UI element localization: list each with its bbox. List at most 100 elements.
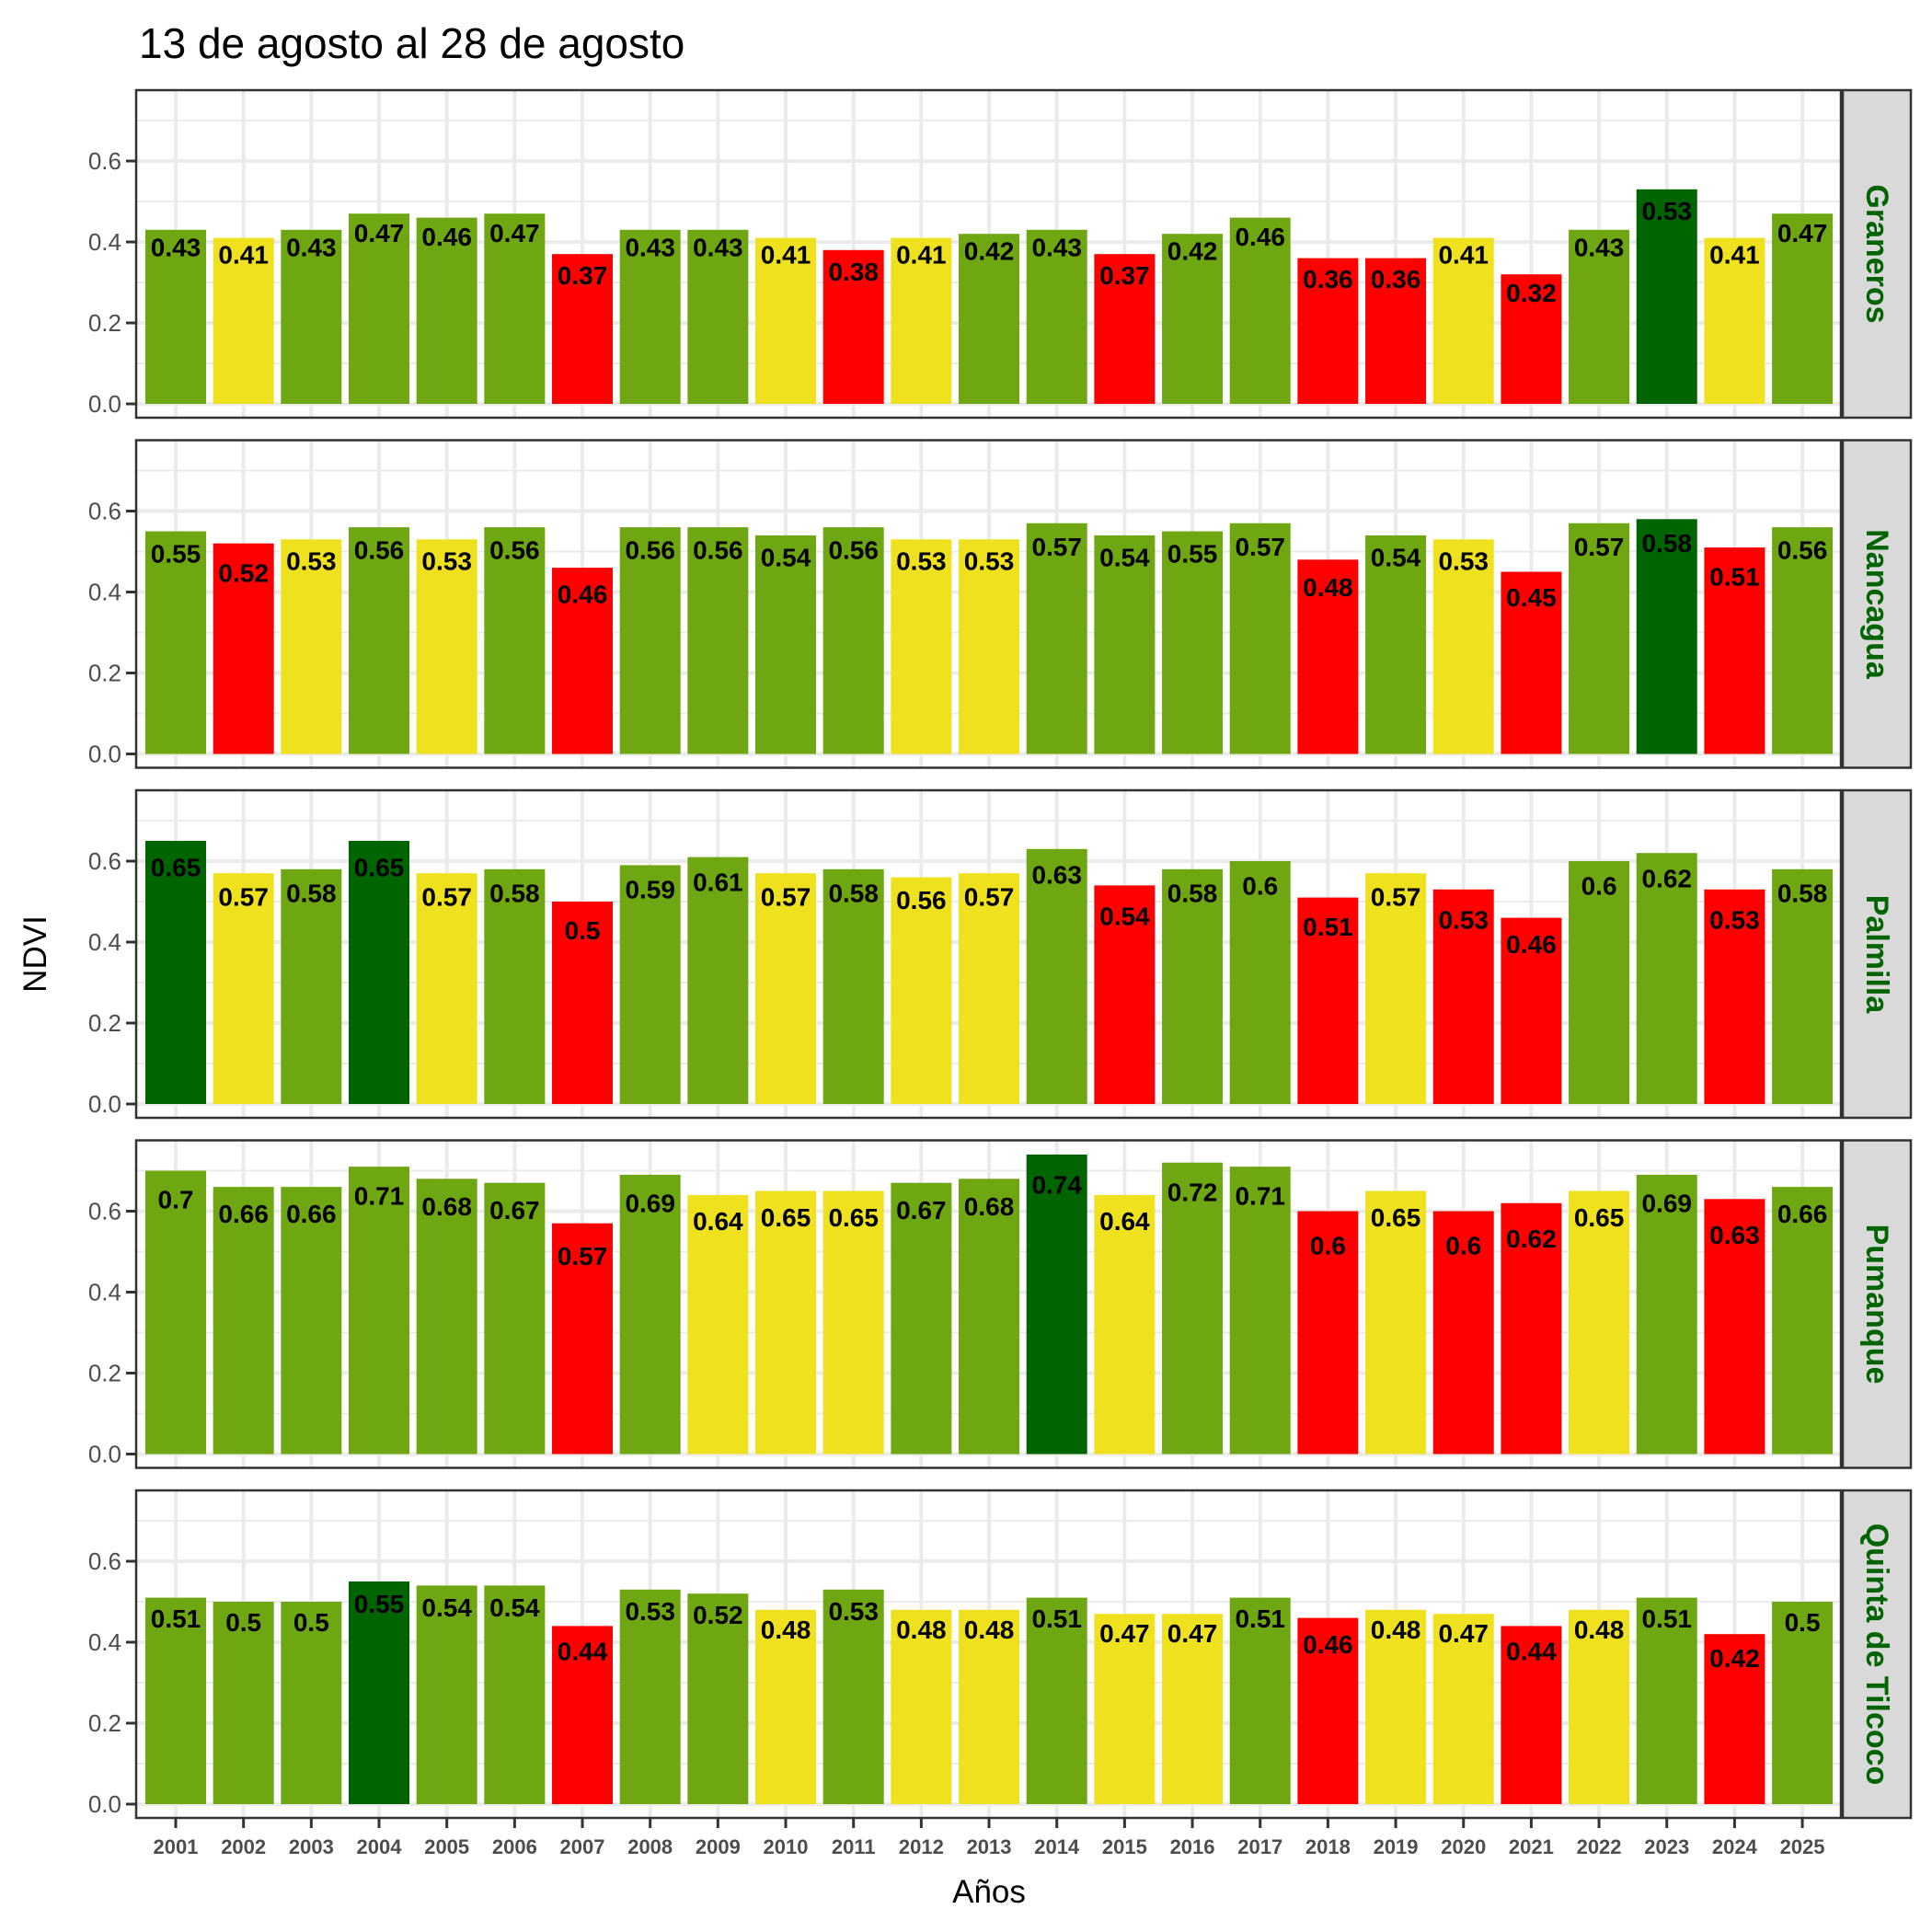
bar-value-label: 0.57 [1371,882,1421,911]
facet-strip-label: Palmilla [1859,895,1894,1015]
bar [1297,897,1359,1104]
bar-value-label: 0.38 [828,258,879,286]
bar [416,217,477,404]
bar-value-label: 0.58 [1777,879,1828,907]
bar-value-label: 0.42 [1167,237,1218,266]
bar [1297,258,1359,404]
bar [1094,535,1156,754]
bar-value-label: 0.51 [1641,1604,1692,1633]
y-tick-label: 0.4 [88,1279,121,1306]
bar-value-label: 0.32 [1506,279,1557,307]
x-tick-label: 2019 [1374,1835,1419,1858]
bar [552,1223,614,1455]
x-tick-label: 2016 [1170,1835,1215,1858]
bar-value-label: 0.51 [1709,563,1760,592]
bar [1229,523,1291,754]
bar-value-label: 0.6 [1445,1231,1481,1259]
bar [619,1589,681,1804]
bar-value-label: 0.69 [625,1189,675,1217]
bar-value-label: 0.66 [218,1200,269,1228]
bar [822,249,884,404]
y-tick-label: 0.6 [88,1547,121,1575]
panel-border [134,1139,1843,1469]
bar-value-label: 0.63 [1031,861,1082,890]
y-tick-label: 0.2 [88,309,121,337]
bar [1704,237,1765,404]
x-tick-label: 2015 [1102,1835,1147,1858]
bar [1297,559,1359,754]
bar-value-label: 0.48 [964,1616,1015,1644]
bar-value-label: 0.41 [761,241,811,270]
bar [755,237,817,404]
bar-value-label: 0.37 [1099,261,1150,290]
x-tick-label: 2021 [1509,1835,1554,1858]
facet-panel-nancagua: 0.55 0.52 0.53 0.56 0.53 0.56 0.46 0.56 0.56 0.54… [88,439,1913,769]
bar [822,527,884,754]
bar-value-label: 0.65 [1574,1203,1625,1232]
bar [1569,523,1630,754]
y-tick-label: 0.0 [88,1790,121,1818]
bar-value-label: 0.47 [489,219,540,247]
x-tick-label: 2022 [1577,1835,1622,1858]
bar-value-label: 0.62 [1506,1225,1557,1253]
bar-value-label: 0.47 [1099,1619,1150,1648]
bar [349,213,410,404]
bar-value-label: 0.56 [1777,536,1828,565]
bar [213,237,274,404]
bar-value-label: 0.65 [151,854,201,882]
bar [1772,868,1834,1104]
bar-value-label: 0.36 [1303,265,1353,293]
bar-value-label: 0.48 [1574,1616,1625,1644]
facet-panel-palmilla: 0.65 0.57 0.58 0.65 0.57 0.58 0.5 0.59 0.61 0.57 0… [88,788,1913,1120]
bar [959,1609,1020,1804]
bar-value-label: 0.56 [896,886,947,914]
bar-value-label: 0.55 [151,540,201,569]
x-tick-label: 2023 [1644,1835,1689,1858]
bar-value-label: 0.43 [625,234,675,262]
bar-value-label: 0.46 [1235,223,1285,251]
bar-value-label: 0.57 [421,882,472,911]
bar-value-label: 0.54 [761,544,811,572]
bar-value-label: 0.48 [896,1616,947,1644]
bar-value-label: 0.56 [625,536,675,565]
bar [755,1609,817,1804]
bar-value-label: 0.53 [1438,547,1489,576]
bar-value-label: 0.59 [625,875,675,903]
bar [687,857,749,1104]
bar-value-label: 0.43 [1031,234,1082,262]
bar-value-label: 0.67 [489,1196,540,1225]
panel-border [134,439,1843,769]
bar [687,527,749,754]
bar [145,1170,206,1455]
bar-value-label: 0.5 [565,916,601,945]
bar [1569,1609,1630,1804]
bar [619,527,681,754]
x-tick-label: 2007 [560,1835,605,1858]
y-tick-label: 0.0 [88,741,121,768]
bar [822,1190,884,1455]
facet-strip [1841,439,1913,769]
bar-value-label: 0.57 [218,882,269,911]
bar [1704,889,1765,1104]
x-tick-label: 2003 [289,1835,334,1858]
bar [1432,1211,1494,1455]
bar-value-label: 0.52 [218,559,269,588]
y-tick-label: 0.4 [88,228,121,256]
bar [552,902,614,1104]
bar-value-label: 0.54 [489,1593,540,1622]
bar [891,877,952,1104]
bar-value-label: 0.37 [558,261,608,290]
facet-strip [1841,788,1913,1120]
bar-value-label: 0.41 [1709,241,1760,270]
x-tick-label: 2018 [1305,1835,1351,1858]
bar [1229,861,1291,1104]
bar [1636,1174,1697,1455]
bar-value-label: 0.65 [354,854,405,882]
x-tick-label: 2025 [1780,1835,1825,1858]
bar-value-label: 0.65 [1371,1203,1421,1232]
bar-value-label: 0.51 [1235,1604,1285,1633]
bar [1501,1202,1562,1455]
facet-panel-graneros: 0.43 0.41 0.43 0.47 0.46 0.47 0.37 0.43 0.43 0.41… [88,88,1913,420]
bar-value-label: 0.54 [1371,544,1421,572]
bar-value-label: 0.46 [1506,930,1557,959]
